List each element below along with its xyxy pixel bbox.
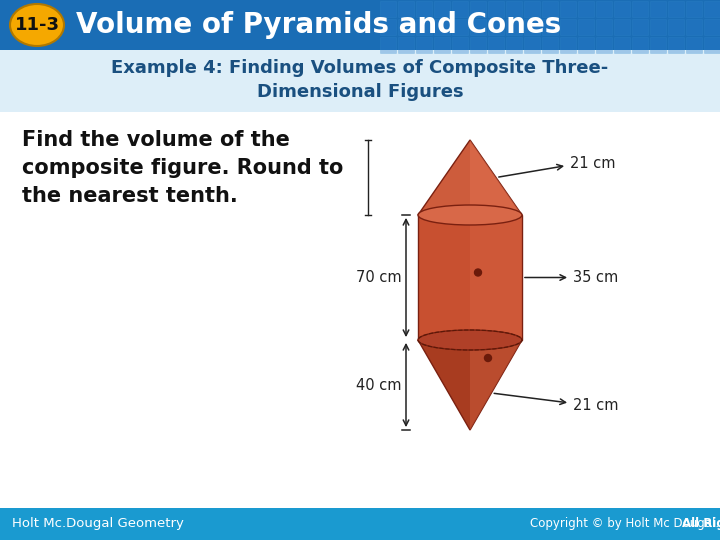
Bar (632, 1, 648, 17)
Ellipse shape (10, 4, 64, 46)
Text: 70 cm: 70 cm (356, 270, 402, 285)
Bar (650, 1, 666, 17)
Bar (668, 1, 684, 17)
Text: Copyright © by Holt Mc Dougal.: Copyright © by Holt Mc Dougal. (530, 517, 720, 530)
Bar (488, 19, 504, 35)
Text: the nearest tenth.: the nearest tenth. (22, 186, 238, 206)
Bar (686, 37, 702, 53)
Polygon shape (418, 140, 522, 215)
Bar (578, 37, 594, 53)
Bar (416, 37, 432, 53)
Bar (542, 19, 558, 35)
Bar (524, 1, 540, 17)
Bar (668, 19, 684, 35)
Text: Find the volume of the: Find the volume of the (22, 130, 290, 150)
Bar (470, 1, 486, 17)
Text: 35 cm: 35 cm (573, 270, 618, 285)
Bar (434, 1, 450, 17)
Bar (614, 19, 630, 35)
Text: 11-3: 11-3 (14, 16, 60, 34)
Text: All Rights Reserved.: All Rights Reserved. (682, 517, 720, 530)
Bar (650, 37, 666, 53)
Bar (686, 19, 702, 35)
Bar (542, 37, 558, 53)
Bar (578, 1, 594, 17)
Bar (470, 19, 486, 35)
Bar (470, 37, 486, 53)
Ellipse shape (418, 205, 522, 225)
Text: 21 cm: 21 cm (573, 397, 618, 413)
Bar (524, 19, 540, 35)
Text: 40 cm: 40 cm (356, 377, 402, 393)
Polygon shape (418, 340, 522, 430)
Bar (0, 508, 720, 540)
Bar (506, 19, 522, 35)
Ellipse shape (418, 330, 522, 350)
Bar (578, 19, 594, 35)
Circle shape (485, 354, 492, 361)
Bar (418, 215, 522, 340)
Bar (614, 1, 630, 17)
Bar (614, 37, 630, 53)
Bar (560, 1, 576, 17)
Text: Dimensional Figures: Dimensional Figures (257, 83, 463, 101)
Bar (668, 37, 684, 53)
Bar (704, 37, 720, 53)
Bar (380, 37, 396, 53)
Bar (560, 19, 576, 35)
Text: Holt Mc.Dougal Geometry: Holt Mc.Dougal Geometry (12, 517, 184, 530)
Bar (632, 19, 648, 35)
Bar (416, 1, 432, 17)
Bar (704, 1, 720, 17)
Text: 21 cm: 21 cm (570, 156, 616, 171)
Bar (470, 215, 522, 340)
Bar (434, 19, 450, 35)
Text: Example 4: Finding Volumes of Composite Three-: Example 4: Finding Volumes of Composite … (112, 59, 608, 77)
Polygon shape (470, 340, 522, 430)
Bar (380, 1, 396, 17)
Text: composite figure. Round to: composite figure. Round to (22, 158, 343, 178)
Bar (686, 1, 702, 17)
Bar (704, 19, 720, 35)
Circle shape (474, 269, 482, 276)
Bar (632, 37, 648, 53)
Bar (434, 37, 450, 53)
Bar (650, 19, 666, 35)
Bar (0, 0, 720, 50)
Bar (0, 112, 720, 540)
Bar (416, 19, 432, 35)
Bar (542, 1, 558, 17)
Bar (398, 1, 414, 17)
Bar (452, 1, 468, 17)
Bar (560, 37, 576, 53)
Bar (596, 19, 612, 35)
Bar (380, 19, 396, 35)
Bar (506, 37, 522, 53)
Bar (0, 50, 720, 112)
Text: Volume of Pyramids and Cones: Volume of Pyramids and Cones (76, 11, 562, 39)
Bar (596, 1, 612, 17)
Bar (452, 19, 468, 35)
Bar (488, 37, 504, 53)
Bar (398, 37, 414, 53)
Bar (452, 37, 468, 53)
Bar (596, 37, 612, 53)
Bar (488, 1, 504, 17)
Bar (524, 37, 540, 53)
Bar (398, 19, 414, 35)
Polygon shape (470, 140, 522, 215)
Bar (506, 1, 522, 17)
